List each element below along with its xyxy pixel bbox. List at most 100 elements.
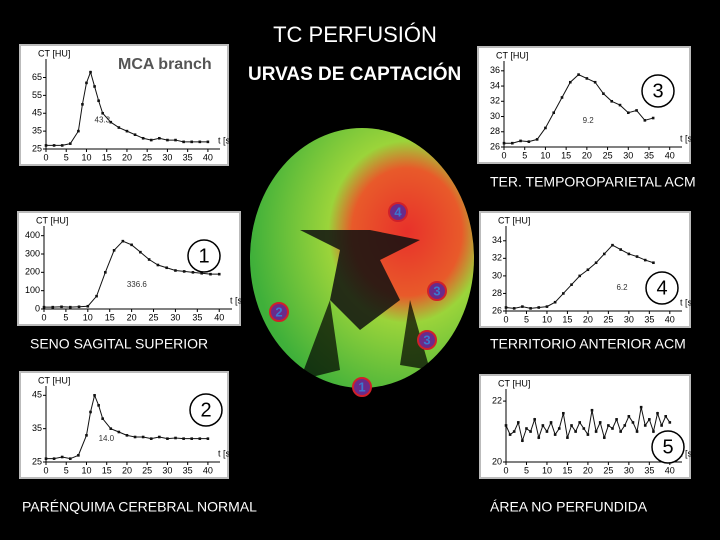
data-point — [578, 274, 582, 278]
data-point — [533, 418, 536, 421]
data-point — [68, 457, 72, 460]
data-point — [562, 292, 565, 295]
x-tick-label: 20 — [122, 152, 132, 162]
brain-marker-label: 3 — [433, 283, 440, 298]
data-point — [130, 243, 133, 247]
data-point — [60, 455, 64, 459]
data-point — [104, 271, 107, 274]
x-tick-label: 0 — [503, 314, 508, 324]
annotation: 43.3 — [95, 116, 111, 125]
data-point — [89, 410, 92, 414]
x-tick-label: 10 — [81, 152, 91, 162]
data-point — [89, 70, 92, 74]
x-tick-label: 25 — [603, 150, 613, 160]
x-tick-label: 5 — [64, 465, 69, 475]
x-tick-label: 15 — [102, 465, 112, 475]
sulci — [300, 300, 430, 380]
chart-panel — [479, 211, 691, 328]
caption: TERRITORIO ANTERIOR ACM — [490, 336, 686, 352]
x-axis-label: t [s] — [680, 133, 695, 143]
x-tick-label: 25 — [149, 312, 159, 322]
data-point — [635, 255, 639, 258]
chart-panel — [19, 371, 229, 479]
data-point — [585, 77, 589, 80]
y-tick-label: 45 — [32, 390, 42, 400]
data-point — [508, 433, 512, 436]
x-tick-label: 40 — [665, 150, 675, 160]
data-point — [652, 261, 655, 265]
data-point — [643, 119, 647, 122]
data-point — [527, 140, 531, 143]
chart: 25 35 45 0 5 10 15 20 25 30 35 40 CT [HU] t [s] 14.0 2 — [19, 371, 233, 479]
chart: 0 100 200 300 400 0 5 10 15 20 25 30 35 40 CT [HU] t [s… — [17, 211, 245, 326]
data-point — [578, 421, 582, 424]
data-point — [593, 80, 597, 84]
data-point — [133, 435, 137, 439]
chart-label: 4 — [656, 277, 667, 299]
data-point — [97, 99, 100, 103]
data-point — [44, 144, 48, 147]
data-point — [125, 434, 129, 437]
x-tick-label: 20 — [583, 314, 593, 324]
chart-label: 3 — [652, 80, 663, 102]
data-point — [81, 103, 84, 106]
chart-label: MCA branch — [118, 56, 212, 73]
data-point — [656, 411, 659, 415]
chart: 25 35 45 55 65 0 5 10 15 20 25 30 35 40 CT [HU] t [s] 43… — [19, 44, 233, 166]
data-point — [200, 271, 204, 275]
x-tick-label: 20 — [122, 465, 132, 475]
data-point — [541, 424, 545, 427]
x-tick-label: 0 — [41, 312, 46, 322]
data-point — [217, 272, 221, 276]
data-point — [165, 266, 168, 270]
y-tick-label: 300 — [25, 248, 40, 258]
data-point — [648, 418, 651, 421]
y-tick-label: 30 — [490, 111, 500, 121]
x-tick-label: 30 — [170, 312, 180, 322]
brain-marker — [417, 330, 437, 350]
data-point — [504, 306, 508, 309]
x-axis-label: t [s] — [218, 135, 233, 145]
annotation: 336.6 — [127, 280, 148, 289]
data-point — [42, 305, 46, 309]
x-tick-label: 30 — [623, 150, 633, 160]
data-point — [68, 305, 72, 309]
x-tick-label: 15 — [102, 152, 112, 162]
x-tick-label: 35 — [644, 314, 654, 324]
data-point — [615, 418, 618, 421]
label-circle — [187, 239, 221, 273]
y-tick-label: 55 — [32, 90, 42, 100]
data-point — [149, 437, 153, 440]
data-point — [117, 430, 121, 434]
data-point — [60, 144, 64, 147]
data-point — [602, 92, 605, 95]
data-point — [206, 140, 210, 144]
x-tick-label: 30 — [162, 465, 172, 475]
x-tick-label: 5 — [524, 465, 529, 475]
data-point — [590, 408, 594, 412]
x-tick-label: 15 — [562, 314, 572, 324]
data-point — [133, 133, 137, 137]
x-tick-label: 5 — [524, 314, 529, 324]
caption: ÁREA NO PERFUNDIDA — [490, 499, 648, 515]
data-point — [60, 305, 63, 309]
data-point — [560, 96, 564, 99]
data-point — [68, 142, 72, 145]
annotation: 6.2 — [616, 283, 628, 292]
data-point — [607, 424, 610, 427]
data-point — [502, 141, 506, 145]
x-tick-label: 0 — [43, 152, 48, 162]
caption: PARÉNQUIMA CEREBRAL NORMAL — [22, 499, 257, 515]
data-point — [651, 116, 655, 120]
brain-marker — [427, 281, 447, 301]
data-point — [618, 103, 622, 107]
data-point — [643, 258, 647, 262]
data-point — [174, 436, 177, 440]
y-axis-label: CT [HU] — [498, 378, 530, 388]
brain-marker-label: 2 — [275, 304, 282, 319]
data-point — [77, 305, 81, 309]
x-tick-label: 40 — [214, 312, 224, 322]
data-point — [611, 243, 614, 247]
ventricles — [300, 230, 420, 330]
data-point — [52, 144, 56, 147]
